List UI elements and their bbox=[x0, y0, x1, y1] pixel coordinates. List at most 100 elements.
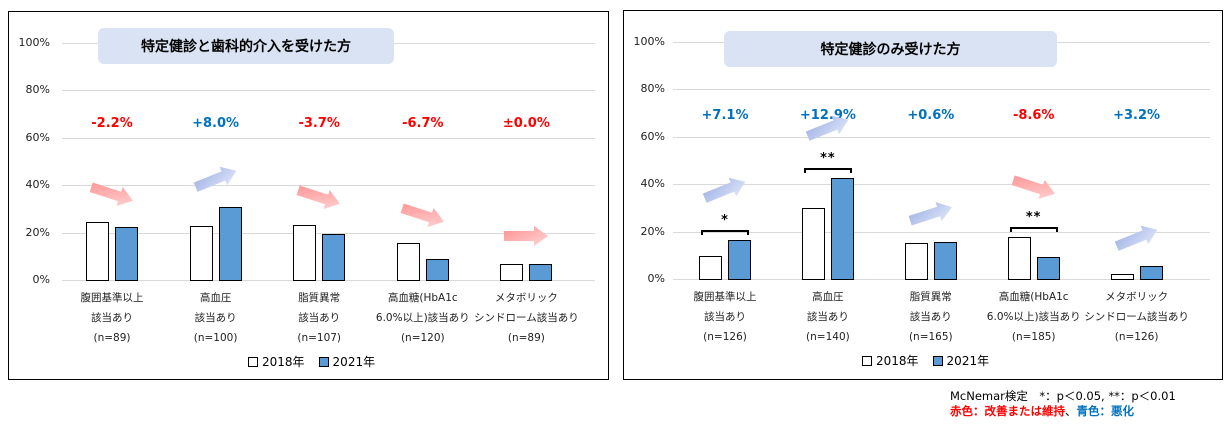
category-label-line1: メタボリック bbox=[1105, 291, 1169, 303]
category-n: (n=89) bbox=[507, 332, 545, 344]
change-label: -2.2% bbox=[91, 116, 133, 131]
significance-bracket bbox=[803, 167, 852, 173]
y-tick-label: 80% bbox=[640, 82, 665, 96]
y-tick-label: 40% bbox=[640, 177, 665, 191]
bar-2021 bbox=[728, 239, 751, 280]
category-label-line2: シンドローム該当あり bbox=[1084, 311, 1189, 323]
category-n: (n=100) bbox=[193, 332, 238, 344]
category-n: (n=140) bbox=[806, 331, 850, 343]
change-label: -8.6% bbox=[1012, 108, 1055, 123]
bar-2018 bbox=[1110, 273, 1134, 280]
footnote-blue-label: 青色：悪化 bbox=[1076, 404, 1135, 418]
category-label-line2: 該当あり bbox=[909, 311, 952, 323]
y-tick-label: 100% bbox=[18, 36, 50, 49]
category-label-line2: 該当あり bbox=[194, 312, 237, 324]
bar-2018 bbox=[699, 256, 722, 280]
legend-label-2021: 2021年 bbox=[332, 355, 376, 369]
change-label: -3.7% bbox=[298, 116, 340, 131]
legend-label-2021: 2021年 bbox=[946, 354, 990, 368]
arrow-worsen-icon bbox=[1112, 221, 1160, 256]
legend-label-2018: 2018年 bbox=[262, 355, 305, 369]
bar-2021 bbox=[1036, 257, 1060, 280]
category-label-line1: メタボリック bbox=[494, 292, 558, 304]
significance-bracket bbox=[701, 229, 749, 235]
arrow-improve-icon bbox=[1010, 171, 1058, 204]
category-n: (n=89) bbox=[93, 332, 131, 344]
bar-2021 bbox=[830, 177, 854, 280]
bar-2018 bbox=[1007, 236, 1031, 280]
y-tick-label: 80% bbox=[25, 83, 50, 97]
change-label: -6.7% bbox=[402, 116, 444, 131]
category-n: (n=165) bbox=[908, 331, 953, 343]
y-tick-label: 60% bbox=[640, 129, 665, 143]
change-label: +0.6% bbox=[907, 108, 955, 123]
significance-mark: ** bbox=[1025, 209, 1042, 225]
bar-2018 bbox=[396, 243, 420, 281]
category-n: (n=185) bbox=[1011, 331, 1056, 343]
gridline bbox=[62, 90, 595, 92]
category-label-line2: 該当あり bbox=[704, 311, 746, 323]
category-label-line1: 腹囲基準以上 bbox=[693, 291, 757, 303]
y-tick-label: 20% bbox=[640, 224, 665, 238]
footnote-legend-colors: 赤色：改善または維持、青色：悪化 bbox=[950, 403, 1134, 419]
arrow-worsen-icon bbox=[804, 110, 852, 145]
gridline bbox=[62, 137, 595, 139]
significance-mark: ** bbox=[820, 150, 836, 166]
y-tick-label: 0% bbox=[647, 272, 665, 285]
gridline bbox=[673, 136, 1210, 138]
change-label: +7.1% bbox=[701, 108, 749, 123]
category-label-line2: 6.0%以上)該当あり bbox=[375, 312, 470, 324]
bar-2018 bbox=[500, 264, 524, 281]
arrow-improve-icon bbox=[295, 181, 343, 214]
change-label: +8.0% bbox=[192, 116, 240, 131]
legend: 2018年 2021年 bbox=[862, 352, 989, 369]
category-label-line1: 脂質異常 bbox=[298, 292, 341, 304]
bar-2021 bbox=[115, 227, 138, 281]
category-label-line1: 高血圧 bbox=[199, 292, 232, 304]
change-label: ±0.0% bbox=[502, 116, 550, 131]
y-tick-label: 60% bbox=[25, 130, 50, 144]
category-label-line2: 該当あり bbox=[298, 312, 341, 324]
category-n: (n=126) bbox=[1114, 331, 1159, 343]
category-label-line1: 高血糖(HbA1c bbox=[998, 291, 1069, 303]
arrow-improve-icon bbox=[88, 178, 136, 211]
y-tick-label: 100% bbox=[633, 35, 665, 48]
significance-bracket bbox=[1009, 226, 1058, 232]
category-label-line2: 該当あり bbox=[91, 312, 133, 324]
footnote-test: McNemar検定 *：p＜0.05, **：p＜0.01 bbox=[950, 389, 1176, 403]
legend: 2018年 2021年 bbox=[248, 353, 375, 370]
significance-mark: * bbox=[721, 212, 729, 228]
y-tick-label: 20% bbox=[25, 225, 50, 239]
category-label-line2: 該当あり bbox=[806, 311, 849, 323]
gridline bbox=[62, 232, 595, 234]
y-tick-label: 40% bbox=[25, 178, 50, 192]
category-label-line1: 高血圧 bbox=[812, 291, 844, 303]
category-n: (n=120) bbox=[400, 332, 445, 344]
arrow-worsen-icon bbox=[701, 172, 749, 207]
arrow-improve-icon bbox=[504, 226, 549, 247]
category-label-line2: シンドローム該当あり bbox=[474, 312, 579, 324]
category-label-line1: 高血糖(HbA1c bbox=[387, 292, 458, 304]
bar-2018 bbox=[189, 225, 213, 281]
footnote-red-label: 赤色：改善または維持 bbox=[950, 404, 1065, 418]
bar-2021 bbox=[1139, 266, 1163, 280]
gridline bbox=[62, 185, 595, 187]
arrow-worsen-icon bbox=[907, 197, 955, 230]
bar-2018 bbox=[904, 243, 928, 280]
category-n: (n=126) bbox=[703, 331, 747, 343]
legend-label-2018: 2018年 bbox=[876, 354, 919, 368]
category-label-line2: 6.0%以上)該当あり bbox=[986, 311, 1081, 323]
gridline bbox=[673, 231, 1210, 233]
category-label-line1: 腹囲基準以上 bbox=[80, 292, 144, 304]
bar-2021 bbox=[218, 207, 242, 281]
category-n: (n=107) bbox=[297, 332, 342, 344]
bar-2018 bbox=[293, 225, 317, 281]
footnote-separator: 、 bbox=[1065, 404, 1077, 418]
bar-2021 bbox=[933, 241, 957, 280]
legend-swatch-2021 bbox=[318, 356, 329, 367]
gridline bbox=[673, 89, 1210, 91]
chart-title: 特定健診のみ受けた方 bbox=[724, 31, 1057, 67]
category-label-line1: 脂質異常 bbox=[909, 291, 952, 303]
change-label: +3.2% bbox=[1113, 108, 1161, 123]
bar-2018 bbox=[86, 221, 109, 281]
